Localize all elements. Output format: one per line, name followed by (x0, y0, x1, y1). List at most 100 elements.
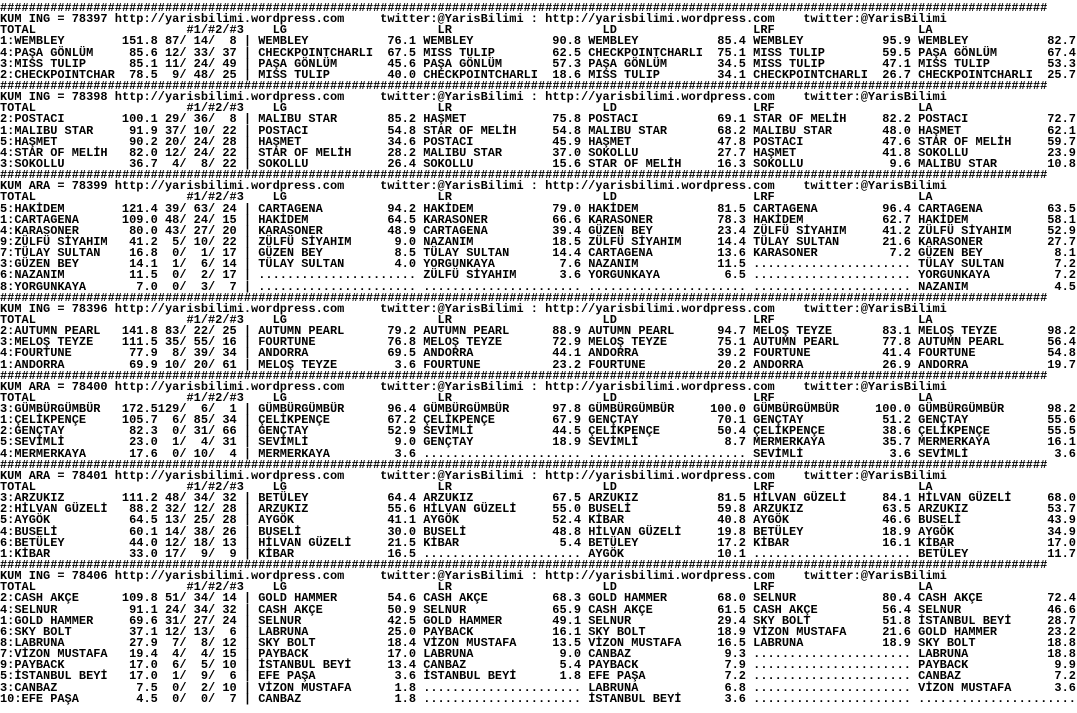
total-score: 11.5 (129, 268, 158, 283)
place-3-count: 7 (229, 279, 237, 294)
horse-name: 5:HAŞMET (0, 134, 58, 149)
separator: ########################################… (0, 558, 1048, 573)
horse-name: 7:TÜLAY SULTAN (0, 246, 101, 261)
cell-la-name: KİBAR (918, 535, 955, 550)
cell-lr-name: MISS TULIP (423, 45, 495, 60)
cell-ld-name: POSTACI (588, 112, 639, 127)
slash: / (179, 535, 187, 550)
empty-cell-lg: ...................... (258, 268, 417, 283)
cell-lrf-score: 46.6 (882, 513, 911, 528)
cell-lg-score: 21.5 (387, 535, 417, 550)
slash: / (179, 145, 187, 160)
site-link: http://yarisbilimi.wordpress.com (114, 12, 345, 27)
slash: / (208, 357, 216, 372)
table-row: 4:FOURTUNE 77.9 8/39/34 | ANDORRA 69.5 ANDORRA… (0, 346, 1077, 361)
place-2-count: 3 (200, 279, 208, 294)
cell-ld-name: AUTUMN PEARL (588, 324, 675, 339)
cell-ld-name: HİLVAN GÜZELİ (588, 524, 682, 539)
cell-ld-name: MALIBU STAR (588, 123, 668, 138)
cell-lg-name: KİBAR (258, 546, 295, 561)
cell-lr-name: GOLD HAMMER (423, 613, 503, 628)
horse-name: 2:CASH AKÇE (0, 591, 79, 606)
cell-lrf-score: 7.2 (889, 246, 911, 261)
cell-la-score: 98.2 (1047, 402, 1076, 417)
cell-lr-name: CANBAZ (423, 658, 467, 673)
total-score: 60.1 (129, 524, 158, 539)
place-2-count: 48 (193, 67, 208, 82)
cell-ld-score: 17.2 (717, 535, 746, 550)
cell-ld-name: KİBAR (588, 513, 625, 528)
cell-ld-score: 27.7 (717, 145, 746, 160)
cell-lg-name: MERMERKAYA (258, 446, 330, 461)
place-2-count: 24 (193, 56, 208, 71)
slash: / (179, 357, 187, 372)
cell-la-name: HİLVAN GÜZELİ (918, 491, 1012, 506)
column-header: TOTAL #1/#2/#3 LG LR LD LRF LA (0, 581, 1077, 593)
slash: / (179, 234, 187, 249)
cell-ld-name: CHECKPOINTCHARLI (588, 45, 703, 60)
cell-la-score: 9.9 (1054, 658, 1076, 673)
place-1-count: 87 (164, 34, 180, 49)
cell-lr-name: İSTANBUL BEYİ (423, 669, 517, 684)
cell-la-name: VİZON MUSTAFA (918, 680, 1012, 695)
place-3-count: 32 (222, 491, 237, 506)
cell-lrf-name: STAR OF MELİH (753, 112, 847, 127)
cell-lr-score: 67.9 (552, 413, 581, 428)
twitter-handle: twitter:@YarisBilimi (380, 179, 524, 194)
divider: | (243, 591, 252, 606)
place-1-count: 12 (164, 535, 180, 550)
table-row: 2:AUTUMN PEARL 141.8 83/22/25 | AUTUMN PEARL… (0, 324, 1077, 339)
divider: | (243, 45, 252, 60)
column-lrf: LRF (753, 101, 775, 116)
cell-lrf-score: 95.9 (882, 34, 911, 49)
place-1-count: 7 (172, 636, 180, 651)
cell-ld-score: 50.4 (717, 424, 746, 439)
slash: / (179, 112, 187, 127)
column-header: TOTAL #1/#2/#3 LG LR LD LRF LA (0, 101, 1077, 116)
slash: / (208, 502, 216, 517)
cell-lg-name: HAŞMET (258, 134, 302, 149)
place-1-count: 39 (164, 201, 180, 216)
place-1-count: 83 (164, 324, 180, 339)
cell-ld-score: 39.2 (717, 346, 746, 361)
table-row: 8:LABRUNA 27.9 7/8/12 | SKY BOLT 18.4 VİZON MU… (0, 636, 1077, 651)
cell-lr-name: BUSELİ (423, 524, 467, 539)
slash: / (208, 624, 216, 639)
cell-lg-name: POSTACI (258, 123, 309, 138)
place-2-count: 9 (200, 669, 208, 684)
cell-la-name: MELOŞ TEYZE (918, 324, 998, 339)
column-la: LA (918, 190, 933, 205)
place-3-count: 15 (222, 212, 237, 227)
cell-lg-score: 3.6 (394, 669, 417, 684)
place-1-count: 5 (172, 234, 180, 249)
cell-lr-name: KİBAR (423, 535, 460, 550)
total-score: 14.1 (129, 257, 158, 272)
cell-la-name: MISS TULIP (918, 56, 990, 71)
cell-lg-name: MELOŞ TEYZE (258, 357, 338, 372)
site-link: http://yarisbilimi.wordpress.com (114, 301, 345, 316)
cell-lg-name: WEMBLEY (258, 34, 309, 49)
cell-lrf-score: 100.0 (875, 402, 911, 417)
cell-lr-name: HAKİDEM (423, 201, 474, 216)
cell-ld-score: 68.0 (717, 591, 746, 606)
cell-lr-score: 44.5 (552, 424, 581, 439)
cell-lr-score: 44.1 (552, 346, 581, 361)
horse-name: 9:PAYBACK (0, 658, 65, 673)
horse-name: 1:ANDORRA (0, 357, 65, 372)
cell-ld-name: CARTAGENA (588, 246, 653, 261)
cell-ld-score: 61.5 (717, 602, 746, 617)
place-3-count: 15 (222, 647, 237, 662)
horse-name: 1:WEMBLEY (0, 34, 65, 49)
divider: | (243, 246, 252, 261)
cell-lr-name: YORGUNKAYA (423, 257, 495, 272)
cell-lrf-name: POSTACI (753, 134, 804, 149)
cell-ld-name: CASH AKÇE (588, 602, 653, 617)
cell-lg-name: SEVİMLİ (258, 435, 309, 450)
cell-lg-score: 17.0 (387, 647, 417, 662)
cell-la-name: AYGÖK (918, 524, 955, 539)
column-header: TOTAL #1/#2/#3 LG LR LD LRF LA (0, 392, 1077, 404)
cell-ld-score: 75.1 (717, 45, 746, 60)
divider: | (243, 67, 252, 82)
cell-la-name: CHECKPOINTCHARLI (918, 67, 1033, 82)
table-row: 6:NAZANIM 11.5 0/2/17 |....................… (0, 268, 1077, 283)
